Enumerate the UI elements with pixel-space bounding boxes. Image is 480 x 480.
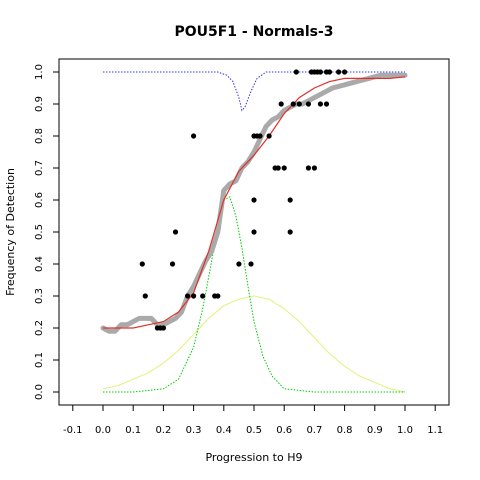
data-point: [251, 229, 257, 235]
data-point: [317, 69, 323, 75]
x-tick-label: 0.2: [155, 425, 171, 436]
data-point: [305, 165, 311, 171]
data-point: [191, 293, 197, 299]
data-point: [191, 133, 197, 139]
x-tick-label: 0.5: [246, 425, 262, 436]
fit-line: [103, 76, 406, 329]
x-tick-label: 1.0: [397, 425, 413, 436]
data-point: [236, 261, 242, 267]
chart-title: POU5F1 - Normals-3: [174, 24, 333, 40]
y-tick-label: 0.9: [34, 96, 45, 112]
data-point: [139, 261, 145, 267]
data-point: [342, 69, 348, 75]
data-point: [281, 165, 287, 171]
narrow-density-line: [103, 196, 405, 393]
data-point: [287, 197, 293, 203]
x-tick-label: 0.0: [95, 425, 111, 436]
x-tick-label: 0.4: [216, 425, 232, 436]
data-point: [266, 133, 272, 139]
y-tick-label: 0.4: [34, 256, 45, 272]
y-tick-label: 0.0: [34, 384, 45, 400]
data-point: [278, 101, 284, 107]
data-point: [305, 101, 311, 107]
data-point: [311, 165, 317, 171]
data-point: [293, 69, 299, 75]
x-tick-label: 0.1: [125, 425, 141, 436]
data-point: [317, 101, 323, 107]
data-point: [185, 293, 191, 299]
data-point: [248, 261, 254, 267]
axes: -0.1 0.0 0.1 0.2 0.3 0.4 0.5 0.6 0.7 0.8 0.9 1.0 1.1…: [34, 64, 443, 436]
y-tick-label: 0.3: [34, 288, 45, 304]
data-point: [275, 165, 281, 171]
y-tick-label: 0.7: [34, 160, 45, 176]
data-point: [287, 229, 293, 235]
data-point: [172, 229, 179, 235]
data-point: [200, 293, 206, 299]
y-tick-label: 0.2: [34, 320, 45, 336]
y-tick-label: 0.1: [34, 352, 45, 368]
x-tick-label: 0.3: [186, 425, 202, 436]
y-tick-label: 0.5: [34, 224, 45, 240]
data-point: [215, 293, 221, 299]
plot-area: [100, 69, 408, 393]
data-point: [160, 325, 166, 331]
data-point: [290, 101, 296, 107]
x-tick-label: 0.6: [276, 425, 292, 436]
data-point: [257, 133, 263, 139]
y-tick-label: 0.8: [34, 128, 45, 144]
x-tick-label: 0.8: [337, 425, 353, 436]
x-axis-label: Progression to H9: [205, 451, 302, 464]
data-point: [336, 69, 342, 75]
data-point: [169, 261, 176, 267]
y-axis-label: Frequency of Detection: [4, 168, 17, 296]
y-tick-label: 0.6: [34, 192, 45, 208]
data-point: [142, 293, 148, 299]
x-tick-label: 0.9: [367, 425, 383, 436]
data-point: [323, 101, 330, 107]
data-point: [251, 197, 257, 203]
wide-density-line: [102, 295, 406, 393]
x-tick-label: -0.1: [63, 425, 83, 436]
x-tick-label: 1.1: [427, 425, 443, 436]
x-tick-label: 0.7: [306, 425, 322, 436]
data-point: [326, 69, 333, 75]
y-tick-label: 1.0: [34, 64, 45, 80]
data-point: [296, 101, 302, 107]
running-mean-line: [100, 72, 408, 334]
dip-line: [103, 71, 405, 112]
